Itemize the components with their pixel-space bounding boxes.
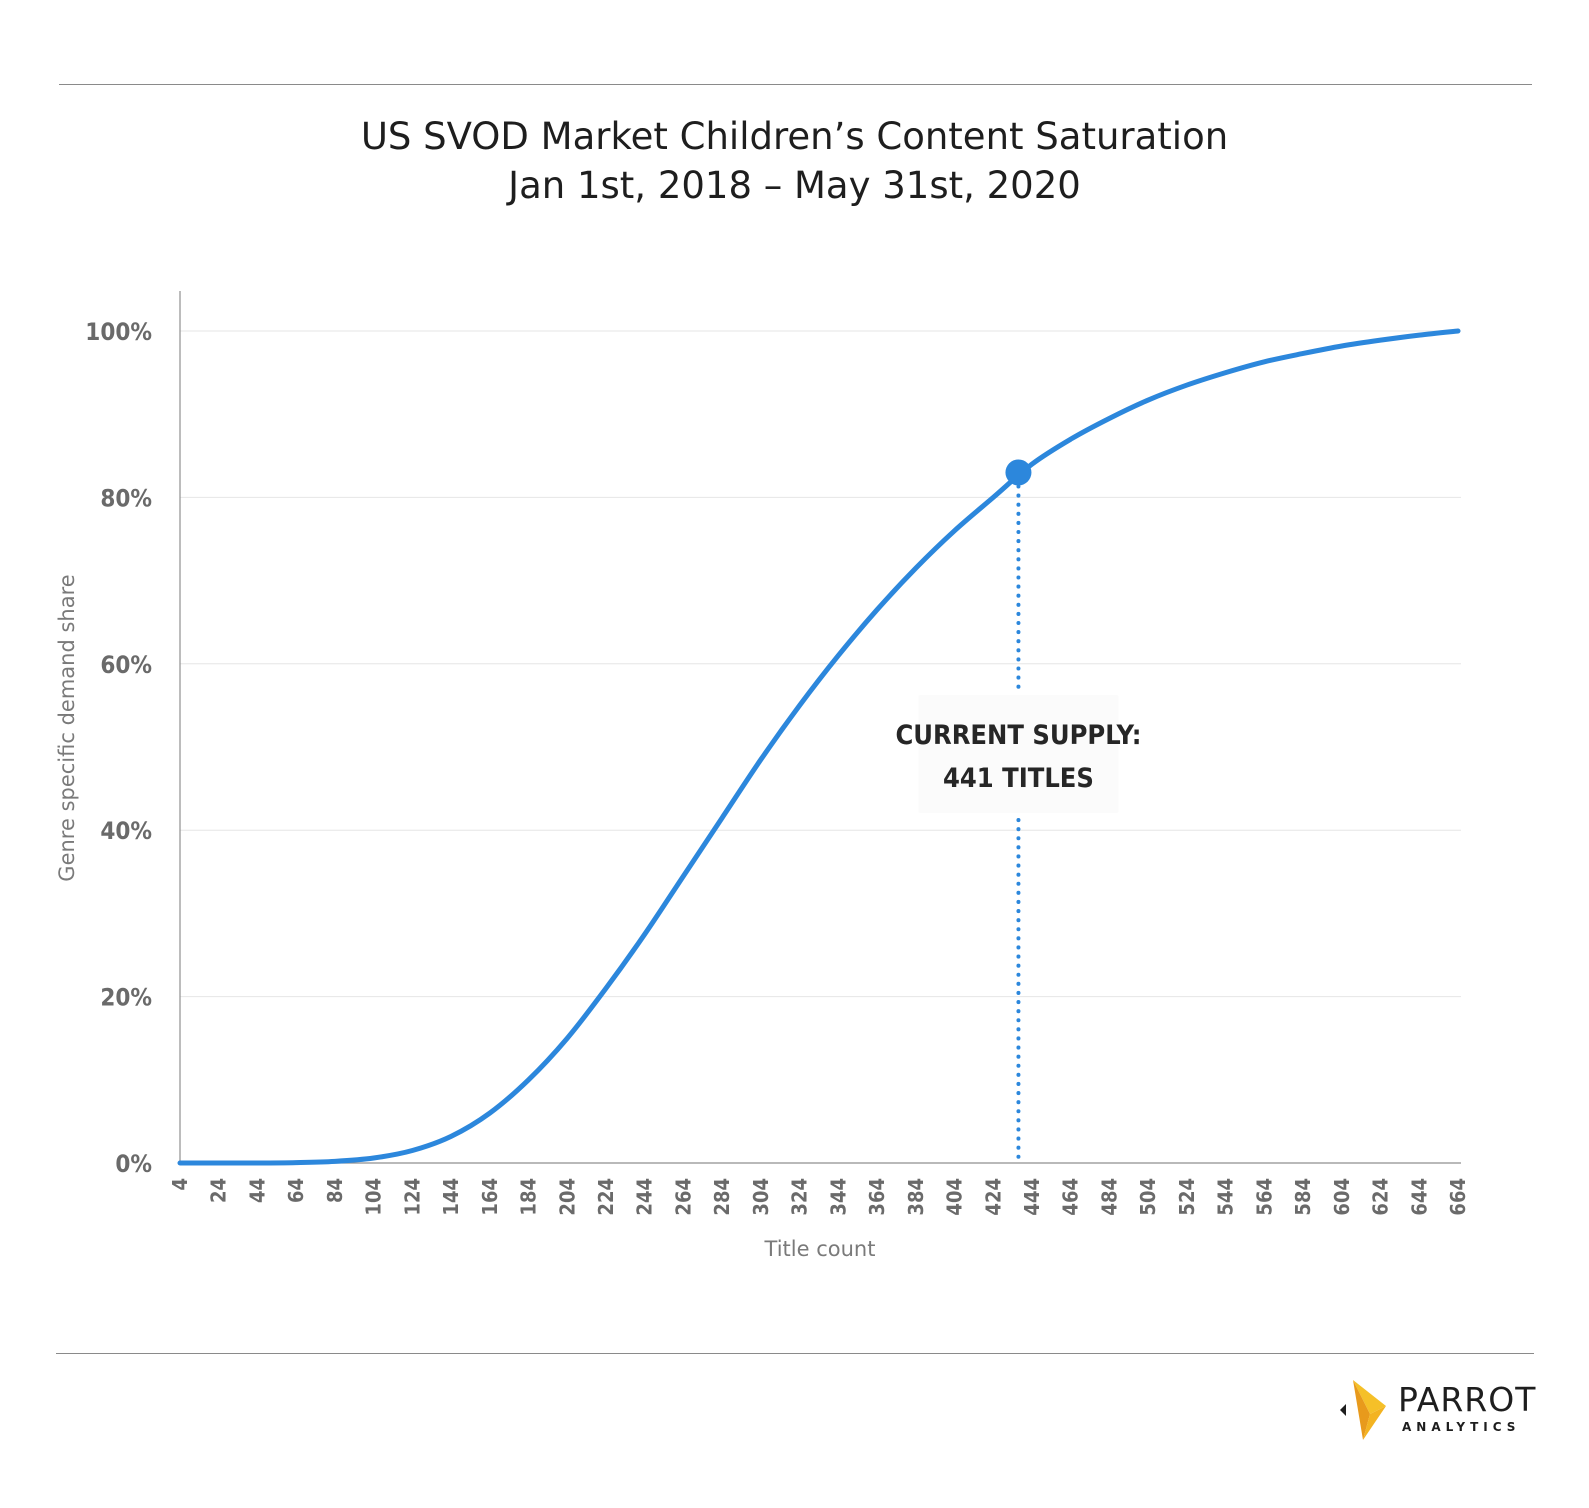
x-tick-label: 624 xyxy=(1369,1178,1393,1216)
bottom-divider xyxy=(56,1353,1534,1354)
top-divider xyxy=(59,84,1532,85)
series-line-0 xyxy=(177,328,1461,1166)
x-tick-label: 104 xyxy=(362,1178,386,1216)
annotation: CURRENT SUPPLY: 441 TITLES xyxy=(895,459,1141,1165)
x-tick-label: 364 xyxy=(865,1178,889,1216)
chart-subtitle: Jan 1st, 2018 – May 31st, 2020 xyxy=(508,164,1081,207)
y-tick-label: 60% xyxy=(100,651,152,679)
y-tick-label: 40% xyxy=(100,817,152,845)
annotation-line-2: 441 TITLES xyxy=(943,763,1094,794)
x-tick-label: 604 xyxy=(1330,1178,1354,1216)
parrot-logo-icon xyxy=(1340,1380,1386,1440)
x-tick-label: 224 xyxy=(594,1178,618,1216)
x-tick-label: 344 xyxy=(826,1178,850,1216)
current-supply-marker xyxy=(1005,459,1032,486)
x-tick-label: 304 xyxy=(749,1178,773,1216)
x-tick-label: 204 xyxy=(555,1178,579,1216)
x-tick-label: 244 xyxy=(633,1178,657,1216)
grid-lines xyxy=(180,330,1461,998)
y-tick-label: 80% xyxy=(100,484,152,512)
x-tick-label: 424 xyxy=(981,1178,1005,1216)
x-tick-label: 544 xyxy=(1214,1178,1238,1216)
x-tick-label: 4 xyxy=(168,1178,192,1191)
x-tick-label: 324 xyxy=(788,1178,812,1216)
y-tick-label: 0% xyxy=(115,1150,152,1178)
y-tick-label: 20% xyxy=(100,984,152,1012)
x-tick-label: 404 xyxy=(943,1178,967,1216)
x-tick-label: 284 xyxy=(710,1178,734,1216)
parrot-analytics-logo: PARROT ANALYTICS xyxy=(1338,1380,1538,1440)
y-tick-label: 100% xyxy=(85,318,152,346)
annotation-line-1: CURRENT SUPPLY: xyxy=(895,720,1141,751)
x-tick-label: 84 xyxy=(323,1178,347,1203)
y-axis-label: Genre specific demand share xyxy=(55,574,79,881)
x-tick-label: 464 xyxy=(1059,1178,1083,1216)
logo-subtitle: ANALYTICS xyxy=(1402,1420,1521,1434)
x-tick-label: 564 xyxy=(1252,1178,1276,1216)
logo-wordmark: PARROT xyxy=(1398,1380,1537,1419)
x-tick-label: 444 xyxy=(1020,1178,1044,1216)
x-tick-label: 504 xyxy=(1136,1178,1160,1216)
x-tick-label: 124 xyxy=(400,1178,424,1216)
x-tick-label: 164 xyxy=(478,1178,502,1216)
x-tick-label: 24 xyxy=(207,1178,231,1203)
x-tick-label: 524 xyxy=(1175,1178,1199,1216)
x-tick-label: 184 xyxy=(517,1178,541,1216)
x-tick-label: 664 xyxy=(1446,1178,1470,1216)
x-tick-label: 384 xyxy=(904,1178,928,1216)
x-tick-labels: 4 24 44 64 84 104 124 144 164 184 204 224 244 264 284 3… xyxy=(168,1178,1470,1216)
annotation-box xyxy=(918,695,1119,813)
x-tick-label: 264 xyxy=(671,1178,695,1216)
x-tick-label: 644 xyxy=(1407,1178,1431,1216)
y-tick-labels: 0% 20% 40% 60% 80% 100% xyxy=(85,318,152,1178)
chart-title: US SVOD Market Children’s Content Satura… xyxy=(360,115,1229,158)
x-tick-label: 584 xyxy=(1291,1178,1315,1216)
x-axis-label: Title count xyxy=(764,1237,876,1261)
x-tick-label: 144 xyxy=(439,1178,463,1216)
series xyxy=(177,328,1461,1166)
x-tick-label: 64 xyxy=(284,1178,308,1203)
x-tick-label: 484 xyxy=(1097,1178,1121,1216)
x-tick-label: 44 xyxy=(245,1178,269,1203)
